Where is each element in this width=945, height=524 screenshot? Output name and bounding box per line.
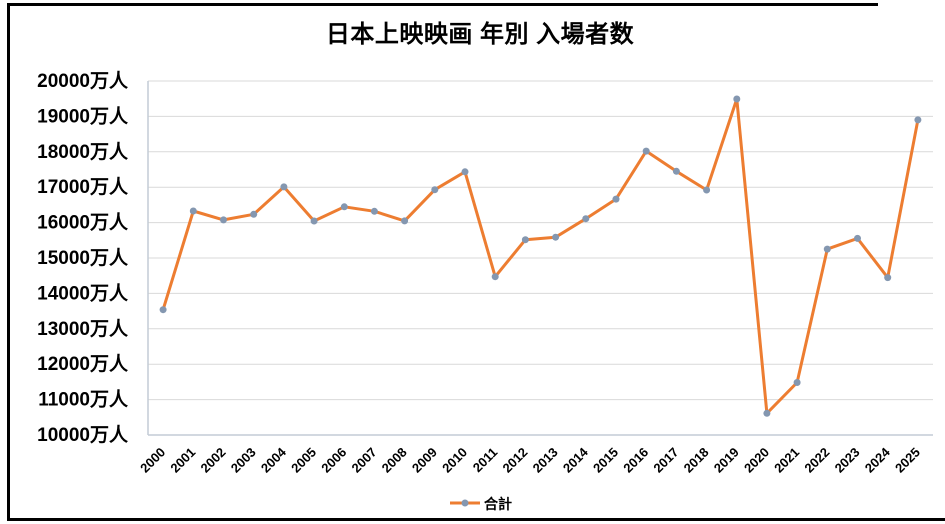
x-axis-tick-label: 2022 [801,445,832,476]
legend-marker-sample [461,499,469,507]
x-axis-tick-label: 2002 [198,445,229,476]
x-axis-tick-label: 2006 [318,445,349,476]
x-axis-tick-label: 2016 [620,445,651,476]
x-axis-tick-label: 2017 [650,445,681,476]
data-point[interactable] [431,186,439,194]
y-axis-tick-label: 10000万人 [37,424,129,446]
x-axis-tick-label: 2019 [711,445,742,476]
y-axis-tick-label: 20000万人 [37,70,129,92]
legend-label[interactable]: 合計 [484,496,512,512]
data-point[interactable] [733,95,741,103]
x-axis-tick-label: 2001 [167,445,198,476]
data-point[interactable] [401,217,409,225]
x-axis-tick-label: 2024 [862,444,894,476]
x-axis-tick-label: 2010 [439,445,470,476]
x-axis-tick-label: 2012 [499,445,530,476]
data-point[interactable] [703,186,711,194]
data-point[interactable] [340,203,348,211]
data-point[interactable] [521,236,529,244]
data-point[interactable] [763,409,771,417]
data-point[interactable] [612,195,620,203]
frame-left [7,3,10,521]
x-axis-tick-label: 2013 [530,445,561,476]
x-axis-tick-label: 2004 [258,444,290,476]
data-point[interactable] [672,167,680,175]
series-line[interactable] [161,97,920,415]
data-point[interactable] [159,306,167,314]
chart-title: 日本上映映画 年別 入場者数 [325,21,635,48]
x-axis-tick-label: 2011 [470,445,501,476]
data-point[interactable] [280,183,288,191]
data-point[interactable] [823,245,831,253]
data-point[interactable] [854,234,861,242]
frame-top [7,3,878,6]
x-axis-tick-label: 2021 [771,445,802,476]
data-point[interactable] [220,216,227,224]
data-point[interactable] [310,217,318,225]
data-point[interactable] [491,273,499,281]
x-axis-tick-label: 2014 [560,444,592,476]
data-point[interactable] [461,168,469,176]
y-axis-tick-label: 19000万人 [37,105,129,127]
data-point[interactable] [552,233,560,241]
data-point[interactable] [884,274,892,282]
y-axis-tick-label: 11000万人 [38,389,129,411]
x-axis-tick-label: 2007 [349,445,380,476]
y-axis-tick-label: 13000万人 [37,318,129,340]
y-axis-tick-label: 12000万人 [37,353,129,375]
x-axis-tick-label: 2020 [741,445,772,476]
data-point[interactable] [793,379,801,386]
x-axis-tick-label: 2000 [137,445,168,476]
x-axis-tick-label: 2005 [288,445,319,476]
x-axis-tick-label: 2003 [228,445,259,476]
x-axis-tick-label: 2009 [409,445,440,476]
data-point[interactable] [582,215,590,223]
x-axis-tick-label: 2018 [681,445,712,476]
data-point[interactable] [642,147,650,155]
y-axis-tick-label: 14000万人 [37,282,129,304]
x-axis-tick-label: 2025 [892,445,923,476]
y-axis-tick-label: 17000万人 [37,176,129,198]
y-axis-tick-label: 16000万人 [37,212,129,234]
data-point[interactable] [370,207,378,215]
data-point[interactable] [914,116,922,124]
x-axis-tick-label: 2023 [832,445,863,476]
frame-bottom [7,518,945,521]
x-axis-tick-label: 2008 [379,445,410,476]
x-axis-tick-label: 2015 [590,445,621,476]
y-axis-tick-label: 18000万人 [37,141,129,163]
data-point[interactable] [250,210,258,218]
data-point[interactable] [189,207,197,215]
y-axis-tick-label: 15000万人 [37,247,129,269]
